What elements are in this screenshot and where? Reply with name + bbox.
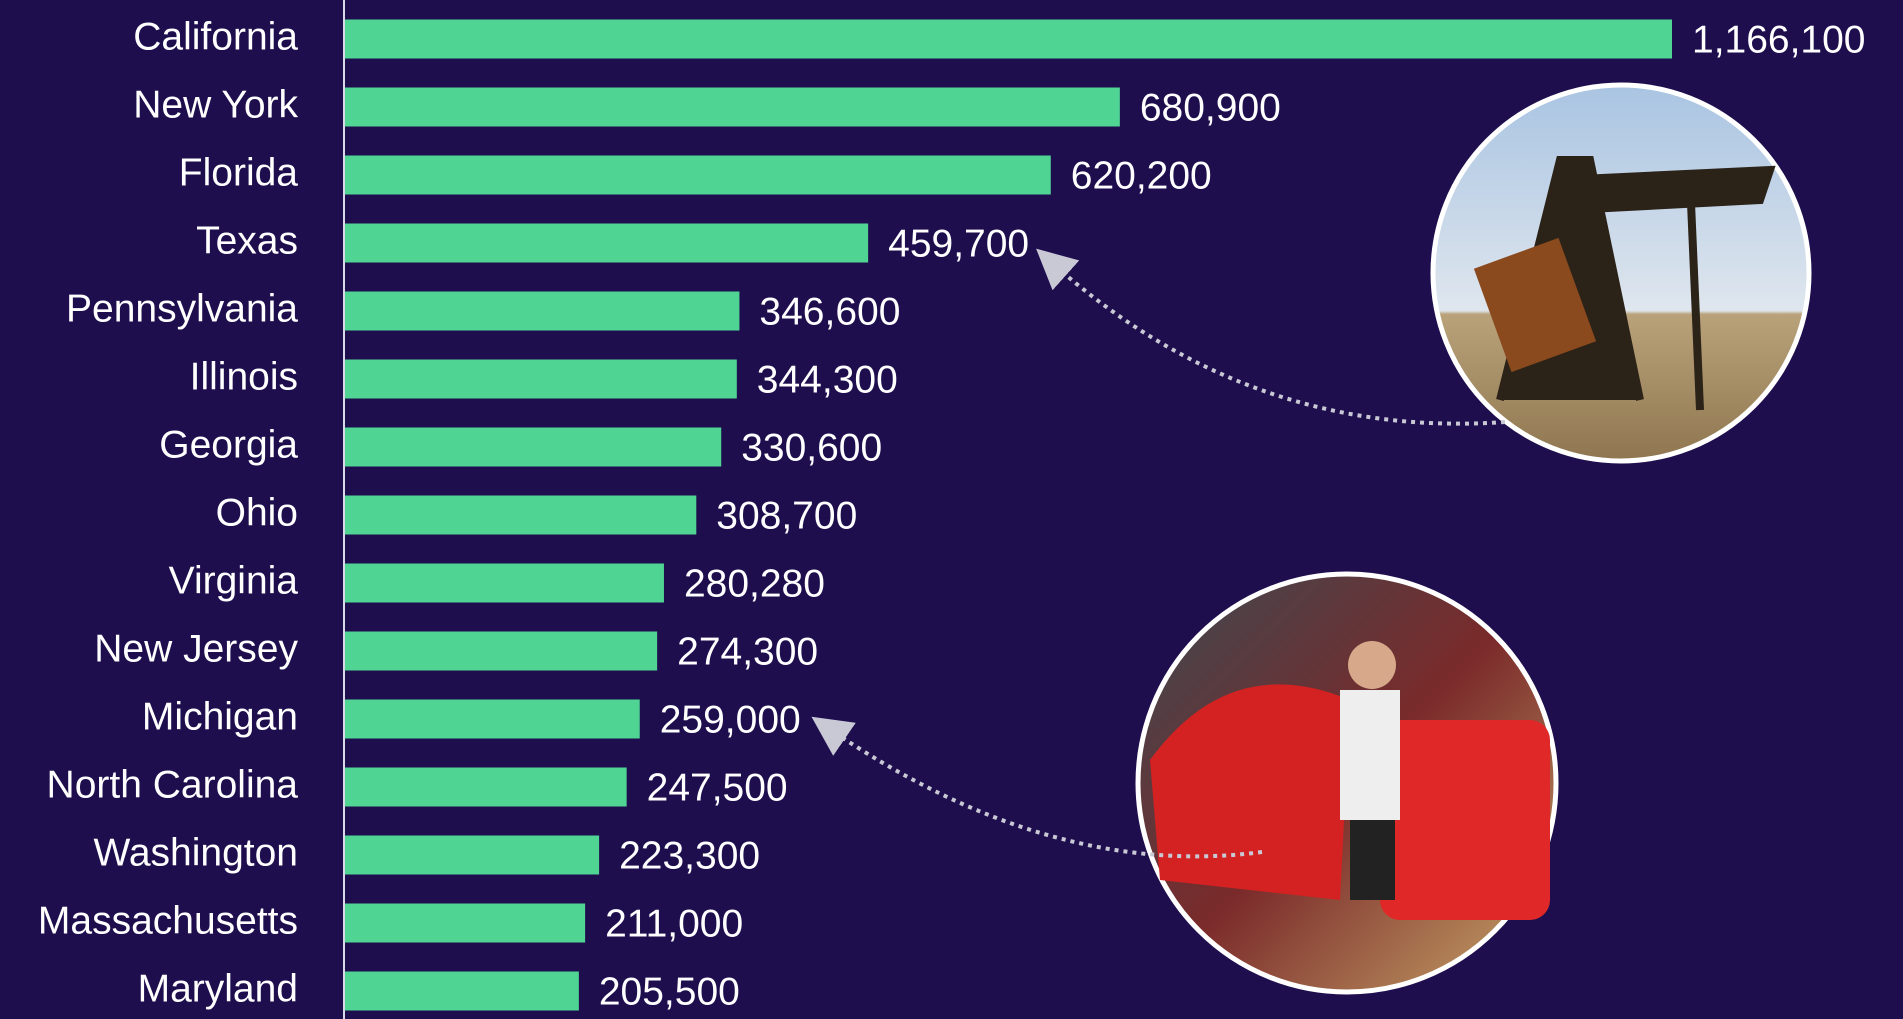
category-label: Virginia [169,559,299,602]
value-label: 620,200 [1071,154,1212,197]
value-label: 346,600 [759,290,900,333]
category-label: New York [133,83,298,126]
bar [345,88,1120,127]
bar [345,700,640,739]
category-label: Pennsylvania [66,287,298,330]
bar [345,564,664,603]
category-label: Texas [196,219,298,262]
category-label: California [133,15,298,58]
category-label: Washington [93,831,298,874]
bar [345,292,739,331]
value-label: 344,300 [757,358,898,401]
category-label: Ohio [216,491,298,534]
bar [345,904,585,943]
bar [345,156,1051,195]
value-label: 223,300 [619,834,760,877]
category-label: Illinois [190,355,298,398]
value-label: 259,000 [660,698,801,741]
bar [345,972,579,1011]
bar [345,20,1672,59]
value-label: 280,280 [684,562,825,605]
category-label: New Jersey [94,627,298,670]
bar [345,768,627,807]
category-label: Massachusetts [38,899,298,942]
category-label: Michigan [142,695,298,738]
value-label: 680,900 [1140,86,1281,129]
value-label: 330,600 [741,426,882,469]
category-label: Florida [179,151,299,194]
category-label: North Carolina [47,763,299,806]
value-label: 205,500 [599,970,740,1013]
value-label: 247,500 [647,766,788,809]
photo-oil [1433,85,1809,461]
bar [345,224,868,263]
bar [345,496,696,535]
photo-factory [1138,574,1556,992]
category-label: Georgia [159,423,298,466]
value-label: 459,700 [888,222,1029,265]
bar [345,632,657,671]
value-label: 274,300 [677,630,818,673]
category-label: Maryland [138,967,298,1010]
bar [345,836,599,875]
chart: California 1,166,100 New York 680,900 Florid… [0,0,1903,1019]
value-label: 211,000 [605,902,743,945]
page: {"chart_data": {"type": "bar", "categori… [0,0,1903,1019]
value-label: 1,166,100 [1692,18,1866,61]
bar [345,428,721,467]
value-label: 308,700 [716,494,857,537]
bar [345,360,737,399]
